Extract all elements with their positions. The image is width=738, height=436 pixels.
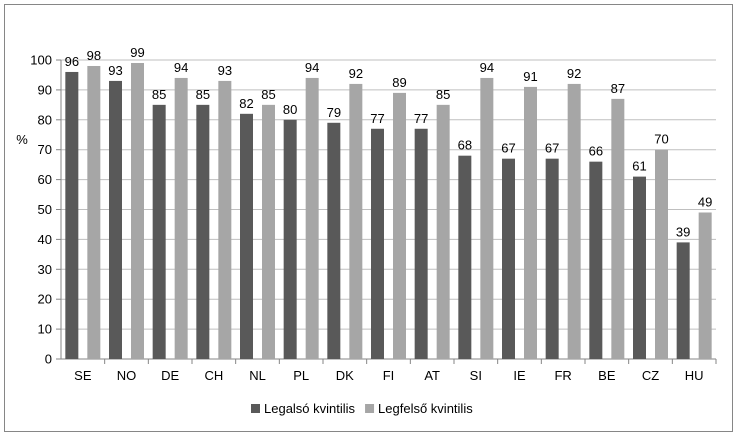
- x-tick-label: FR: [554, 368, 571, 383]
- x-tick-label: FI: [383, 368, 395, 383]
- y-tick-label: 30: [38, 262, 52, 277]
- data-label: 99: [130, 45, 144, 60]
- x-tick-label: SE: [74, 368, 92, 383]
- data-label: 39: [676, 224, 690, 239]
- x-tick-label: NL: [249, 368, 266, 383]
- bar-nl-series-2: [262, 104, 275, 359]
- bars: [65, 62, 712, 360]
- data-label: 85: [261, 87, 275, 102]
- data-label: 49: [698, 194, 712, 209]
- data-label: 80: [283, 102, 297, 117]
- bar-hu-series-1: [676, 242, 690, 359]
- legend-label-2: Legfelső kvintilis: [378, 401, 473, 416]
- bar-at-series-1: [414, 128, 428, 359]
- y-tick-label: 100: [30, 53, 52, 68]
- data-label: 85: [152, 87, 166, 102]
- bar-nl-series-1: [240, 113, 253, 359]
- x-tick-label: CZ: [642, 368, 659, 383]
- x-tick-label: AT: [424, 368, 440, 383]
- y-tick-label: 90: [38, 82, 52, 97]
- y-tick-label: 20: [38, 292, 52, 307]
- x-tick-label: HU: [685, 368, 704, 383]
- data-label: 92: [567, 66, 581, 81]
- data-label: 66: [589, 144, 603, 159]
- data-label: 85: [196, 87, 210, 102]
- x-tick-label: PL: [293, 368, 309, 383]
- data-label: 91: [523, 69, 537, 84]
- bar-at-series-2: [436, 104, 450, 359]
- bar-se-series-2: [87, 65, 101, 359]
- data-label: 85: [436, 87, 450, 102]
- data-label: 77: [414, 111, 428, 126]
- bar-dk-series-2: [349, 83, 363, 360]
- bar-hu-series-2: [698, 212, 712, 359]
- data-label: 79: [327, 105, 341, 120]
- bar-si-series-1: [458, 155, 472, 359]
- data-labels: 96 98 93 99 85 94 85 93 82 85 80 94 79 92 77 89 77 85 68 94…: [65, 45, 713, 239]
- x-tick-label: DK: [336, 368, 354, 383]
- gridlines: [61, 59, 716, 330]
- y-tick-label: 50: [38, 202, 52, 217]
- data-label: 61: [632, 159, 646, 174]
- legend-swatch-1: [251, 404, 260, 413]
- y-axis-label: %: [16, 132, 28, 147]
- x-tick-label: NO: [117, 368, 137, 383]
- bar-no-series-2: [131, 62, 144, 360]
- x-tick-label: SI: [470, 368, 482, 383]
- data-label: 94: [305, 60, 319, 75]
- bar-cz-series-2: [655, 149, 668, 359]
- bar-cz-series-1: [633, 176, 646, 359]
- bar-be-series-2: [611, 98, 625, 360]
- y-tick-label: 10: [38, 322, 52, 337]
- data-label: 89: [392, 75, 406, 90]
- x-tick-label: CH: [204, 368, 223, 383]
- data-label: 94: [480, 60, 494, 75]
- bar-ch-series-2: [218, 80, 232, 360]
- data-label: 67: [545, 141, 559, 156]
- axes: 0 10 20 30 40 50 60 70 80 90 100% SE NO DE CH NL PL DK FI A…: [16, 53, 717, 383]
- bar-dk-series-1: [327, 122, 341, 359]
- bar-pl-series-1: [283, 119, 297, 359]
- x-tick-label: IE: [513, 368, 526, 383]
- bar-ie-series-2: [524, 86, 537, 359]
- y-tick-label: 0: [45, 352, 52, 367]
- x-tick-label: DE: [161, 368, 179, 383]
- data-label: 68: [458, 138, 472, 153]
- x-tick-label: BE: [598, 368, 616, 383]
- data-label: 92: [349, 66, 363, 81]
- bar-be-series-1: [589, 161, 603, 359]
- legend-label-1: Legalsó kvintilis: [264, 401, 356, 416]
- bar-ch-series-1: [196, 104, 210, 359]
- data-label: 93: [218, 63, 232, 78]
- data-label: 87: [611, 81, 625, 96]
- data-label: 96: [65, 54, 79, 69]
- bar-se-series-1: [65, 71, 79, 360]
- data-label: 77: [370, 111, 384, 126]
- legend: Legalsó kvintilis Legfelső kvintilis: [251, 401, 473, 416]
- legend-swatch-2: [365, 404, 375, 413]
- bar-pl-series-2: [305, 77, 319, 359]
- y-tick-label: 80: [38, 112, 52, 127]
- y-tick-label: 70: [38, 142, 52, 157]
- bar-de-series-2: [174, 77, 188, 359]
- y-tick-label: 40: [38, 232, 52, 247]
- bar-ie-series-1: [502, 158, 515, 359]
- bar-fi-series-2: [393, 92, 406, 359]
- bar-si-series-2: [480, 77, 494, 359]
- data-label: 98: [87, 48, 101, 63]
- data-label: 70: [654, 132, 668, 147]
- bar-fr-series-1: [545, 158, 559, 359]
- data-label: 82: [239, 96, 253, 111]
- bar-no-series-1: [109, 80, 122, 360]
- data-label: 67: [501, 141, 515, 156]
- bar-de-series-1: [152, 104, 166, 359]
- data-label: 93: [108, 63, 122, 78]
- y-tick-label: 60: [38, 172, 52, 187]
- data-label: 94: [174, 60, 188, 75]
- bar-fi-series-1: [371, 128, 384, 359]
- bar-fr-series-2: [567, 83, 581, 360]
